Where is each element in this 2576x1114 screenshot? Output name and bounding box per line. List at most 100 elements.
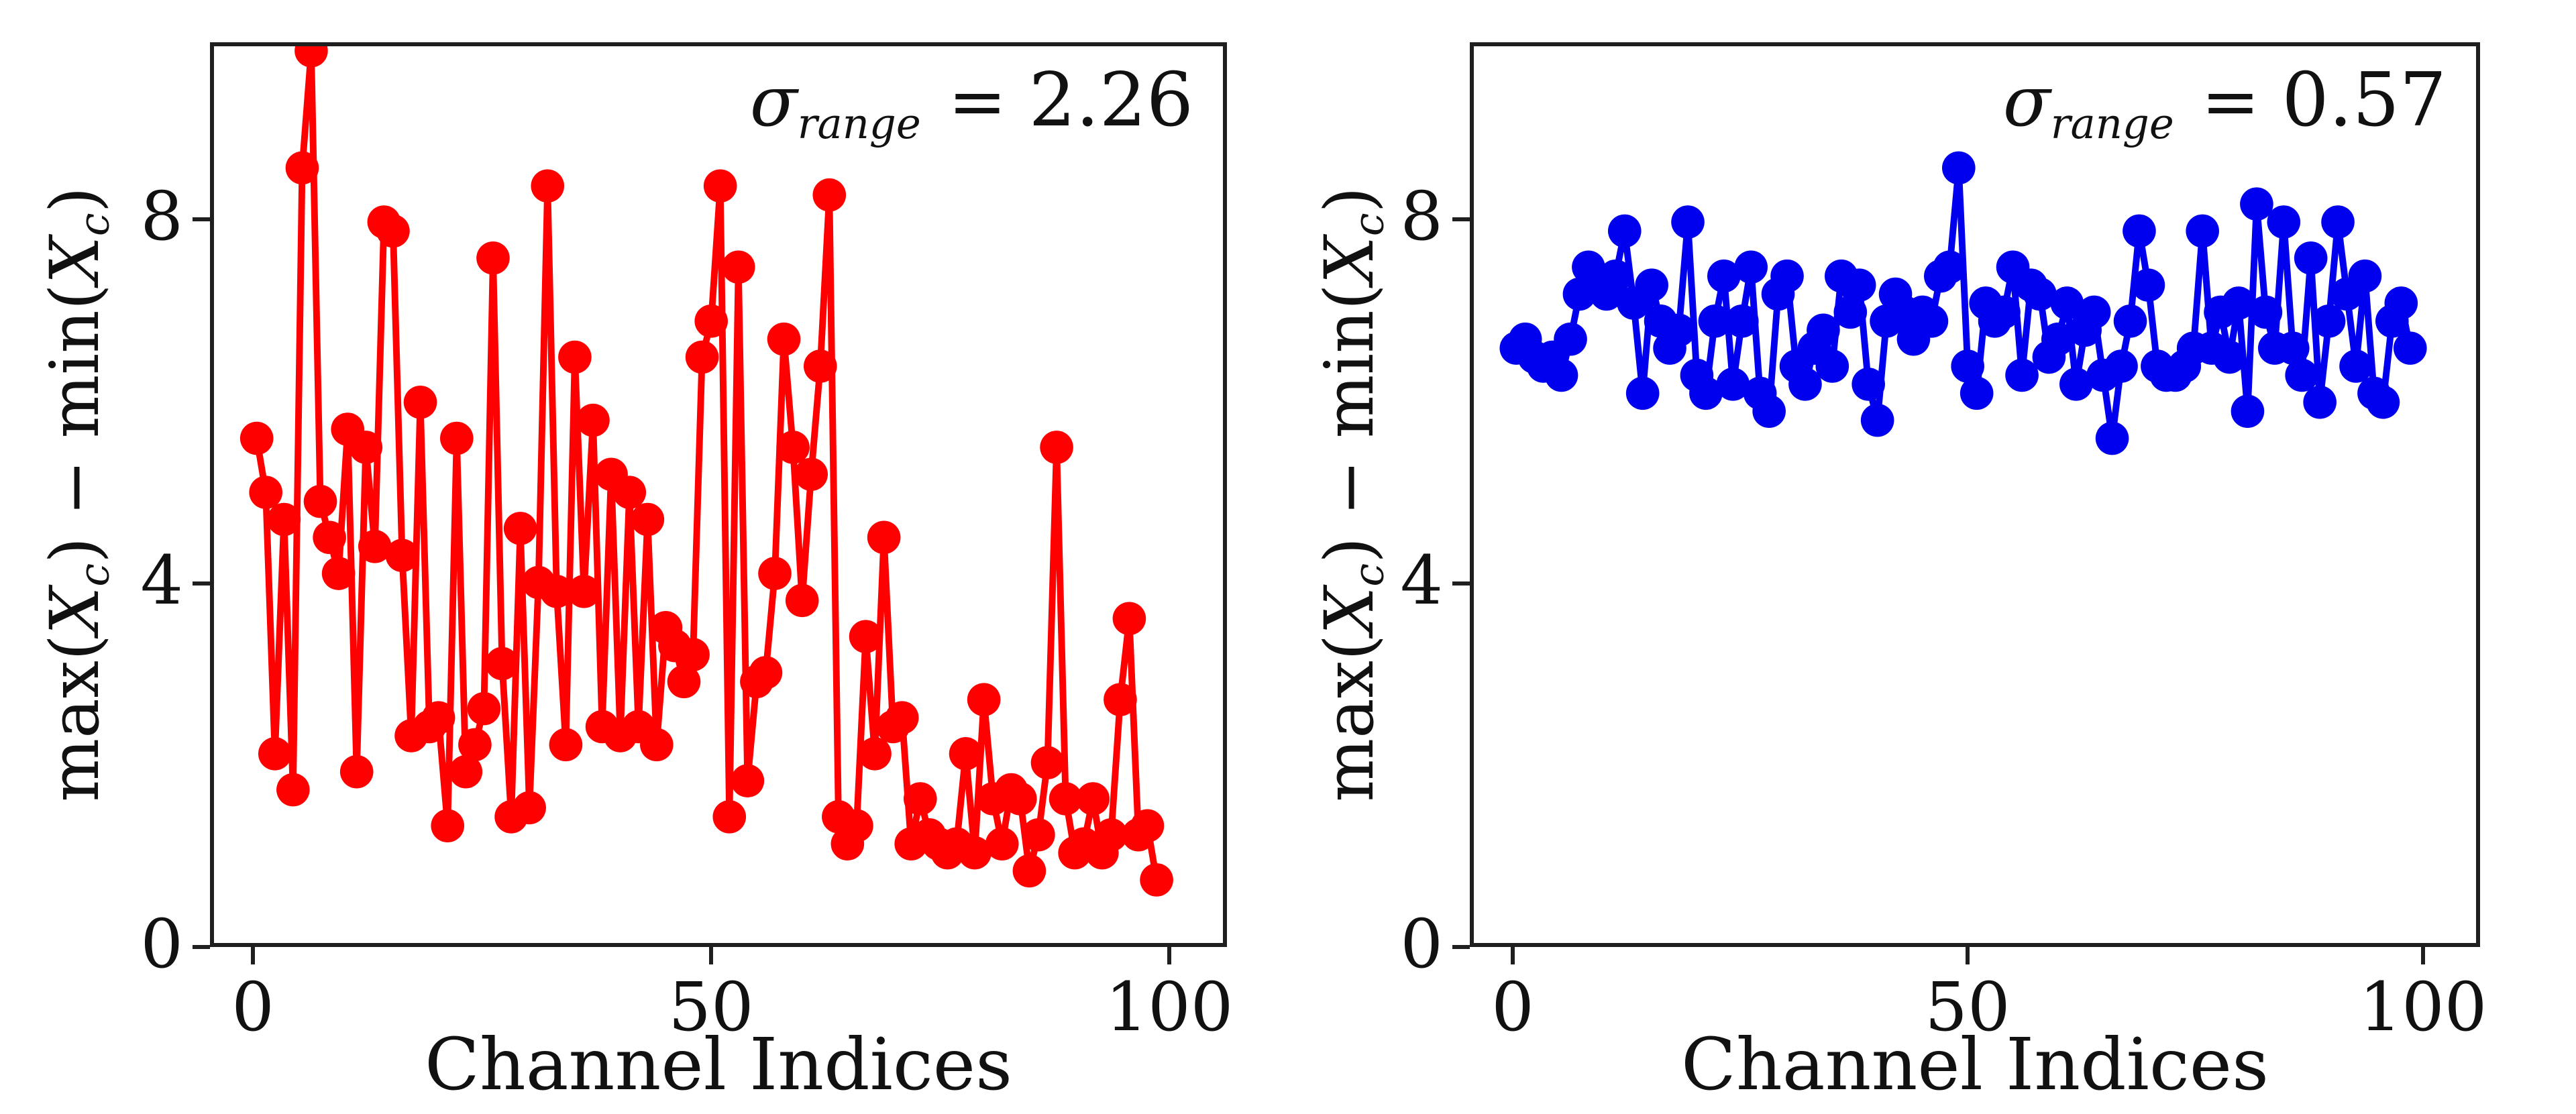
y-tick-mark [193, 217, 210, 221]
data-point-marker [358, 530, 392, 563]
data-point-marker [558, 340, 592, 374]
data-point-marker [785, 583, 819, 618]
data-point-marker [576, 403, 610, 437]
data-point-marker [1012, 854, 1046, 888]
data-point-marker [249, 476, 282, 509]
line-series-blue [1499, 151, 2427, 455]
sigma-symbol: σ [2002, 60, 2051, 142]
data-point-marker [376, 214, 410, 248]
data-point-marker [2267, 205, 2301, 239]
x-tick-label: 50 [668, 968, 754, 1046]
subplot-right: max(Xc) − min(Xc) σrange = 0.57 Channel … [1288, 0, 2576, 1114]
data-point-marker [2041, 322, 2075, 356]
axes-left: σrange = 2.26 [210, 42, 1227, 947]
x-tick-mark [1511, 947, 1515, 964]
data-point-marker [758, 557, 792, 590]
data-point-marker [2321, 205, 2355, 239]
data-point-marker [1030, 746, 1065, 779]
data-point-marker [1554, 322, 1587, 356]
data-point-marker [313, 520, 346, 555]
data-point-marker [812, 178, 847, 212]
x-tick-label: 0 [231, 968, 274, 1046]
data-point-marker [1076, 782, 1110, 816]
data-point-marker [513, 791, 546, 825]
data-point-marker [749, 656, 783, 689]
data-point-marker [1734, 250, 1768, 284]
x-tick-mark [709, 947, 713, 964]
data-point-marker [276, 773, 310, 807]
x-tick-label: 100 [1105, 968, 1234, 1046]
data-point-marker [794, 457, 828, 492]
data-point-marker [2339, 349, 2373, 383]
data-point-marker [1049, 782, 1083, 816]
data-point-marker [1951, 349, 1984, 383]
data-point-marker [1625, 376, 1660, 410]
data-point-marker [2384, 286, 2418, 320]
data-point-marker [2348, 259, 2382, 293]
data-point-marker [694, 304, 728, 338]
data-point-marker [721, 250, 755, 284]
data-point-marker [2104, 349, 2138, 383]
data-point-marker [867, 520, 901, 555]
data-point-marker [840, 809, 873, 843]
data-point-marker [1752, 394, 1786, 428]
data-point-marker [803, 349, 837, 383]
data-point-marker [676, 638, 710, 671]
data-point-marker [1040, 431, 1073, 464]
y-tick-mark [193, 945, 210, 949]
data-point-marker [294, 46, 328, 68]
data-point-marker [285, 151, 319, 185]
data-point-marker [1960, 376, 1994, 410]
data-point-marker [2005, 358, 2039, 392]
data-point-marker [2059, 368, 2093, 401]
x-axis-label: Channel Indices [424, 1023, 1012, 1107]
equals-sign: = [926, 60, 1029, 142]
data-point-marker [1707, 259, 1741, 293]
data-point-marker [631, 502, 665, 537]
series-line [253, 50, 1160, 881]
data-point-marker [567, 575, 601, 608]
data-point-marker [421, 701, 455, 734]
data-point-marker [1140, 863, 1173, 897]
data-point-marker [1599, 259, 1633, 293]
data-point-marker [2123, 214, 2156, 248]
x-tick-label: 0 [1491, 968, 1534, 1046]
data-point-marker [949, 737, 983, 771]
data-point-marker [1815, 349, 1849, 383]
data-point-marker [1851, 368, 1885, 401]
x-tick-label: 50 [1925, 968, 2010, 1046]
y-tick-mark [1452, 581, 1470, 586]
data-point-marker [2275, 331, 2310, 365]
data-point-marker [2113, 304, 2147, 338]
data-point-marker [2285, 358, 2318, 392]
sigma-symbol: σ [749, 60, 798, 142]
data-point-marker [958, 836, 991, 870]
data-point-marker [1860, 403, 1894, 437]
data-point-marker [403, 385, 437, 419]
sigma-range-annotation: σrange = 0.57 [2003, 57, 2447, 148]
data-point-marker [2303, 385, 2337, 419]
sigma-range-annotation: σrange = 2.26 [750, 57, 1193, 148]
y-tick-label: 4 [1400, 541, 1443, 620]
data-point-marker [2095, 421, 2129, 455]
y-tick-label: 8 [140, 177, 183, 256]
data-point-marker [1104, 683, 1137, 716]
data-point-marker [2023, 277, 2057, 311]
data-point-marker [2186, 214, 2219, 248]
x-tick-mark [1966, 947, 1970, 964]
data-point-marker [431, 809, 465, 843]
data-point-marker [440, 421, 474, 455]
y-tick-mark [193, 581, 210, 586]
data-point-marker [849, 620, 883, 653]
data-point-marker [967, 683, 1001, 716]
data-point-marker [985, 827, 1019, 861]
y-tick-label: 0 [1400, 905, 1443, 983]
data-point-marker [712, 800, 747, 834]
data-point-marker [1842, 268, 1876, 302]
data-point-marker [903, 782, 937, 816]
data-point-marker [321, 557, 356, 590]
data-point-marker [549, 728, 583, 762]
data-point-marker [2131, 268, 2165, 302]
data-point-marker [1941, 151, 1976, 185]
